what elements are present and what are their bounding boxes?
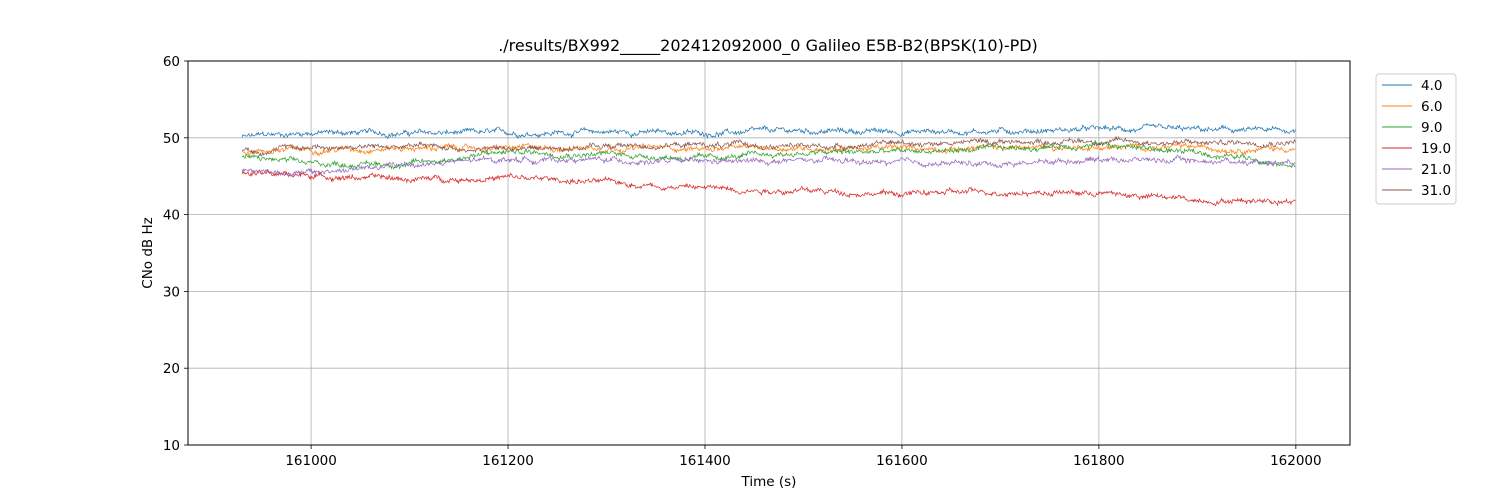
x-tick-label: 162000 [1270,453,1322,469]
y-tick-label: 50 [163,131,180,147]
legend-label: 31.0 [1421,183,1451,199]
y-tick-label: 40 [163,208,180,224]
series-line-31.0 [241,135,1296,157]
legend-label: 4.0 [1421,78,1442,94]
y-axis-label: CNo dB Hz [140,217,156,288]
x-axis-ticks: 161000 161200 161400 161600 161800 162000 [285,445,1322,469]
x-tick-label: 161800 [1073,453,1125,469]
x-tick-label: 161400 [679,453,731,469]
y-tick-label: 20 [163,361,180,377]
y-tick-label: 10 [163,438,180,454]
x-axis-label: Time (s) [741,474,797,490]
legend-label: 6.0 [1421,99,1442,115]
chart-title: ./results/BX992_____202412092000_0 Galil… [498,36,1038,56]
x-tick-label: 161000 [285,453,337,469]
legend: 4.0 6.0 9.0 19.0 21.0 31.0 [1375,73,1457,205]
y-tick-label: 60 [163,54,180,70]
legend-label: 19.0 [1421,141,1451,157]
x-tick-label: 161200 [482,453,534,469]
legend-label: 9.0 [1421,120,1442,136]
series-line-21.0 [241,153,1296,178]
series-lines [241,122,1296,207]
y-axis-ticks: 10 20 30 40 50 60 [163,54,188,454]
series-line-6.0 [241,141,1296,157]
series-line-9.0 [241,139,1296,170]
plot-area-frame [187,60,1351,446]
series-line-4.0 [241,122,1296,140]
legend-label: 21.0 [1421,162,1451,178]
y-tick-label: 30 [163,284,180,300]
series-line-19.0 [241,169,1296,207]
x-tick-label: 161600 [876,453,928,469]
